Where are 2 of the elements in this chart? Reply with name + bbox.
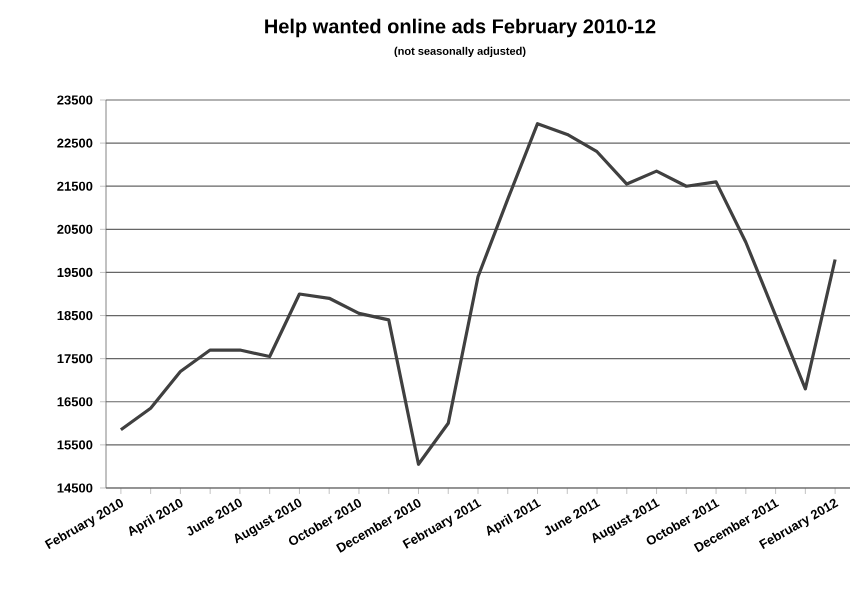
line-series (119, 122, 837, 466)
chart-title: Help wanted online ads February 2010-12 (265, 18, 656, 38)
